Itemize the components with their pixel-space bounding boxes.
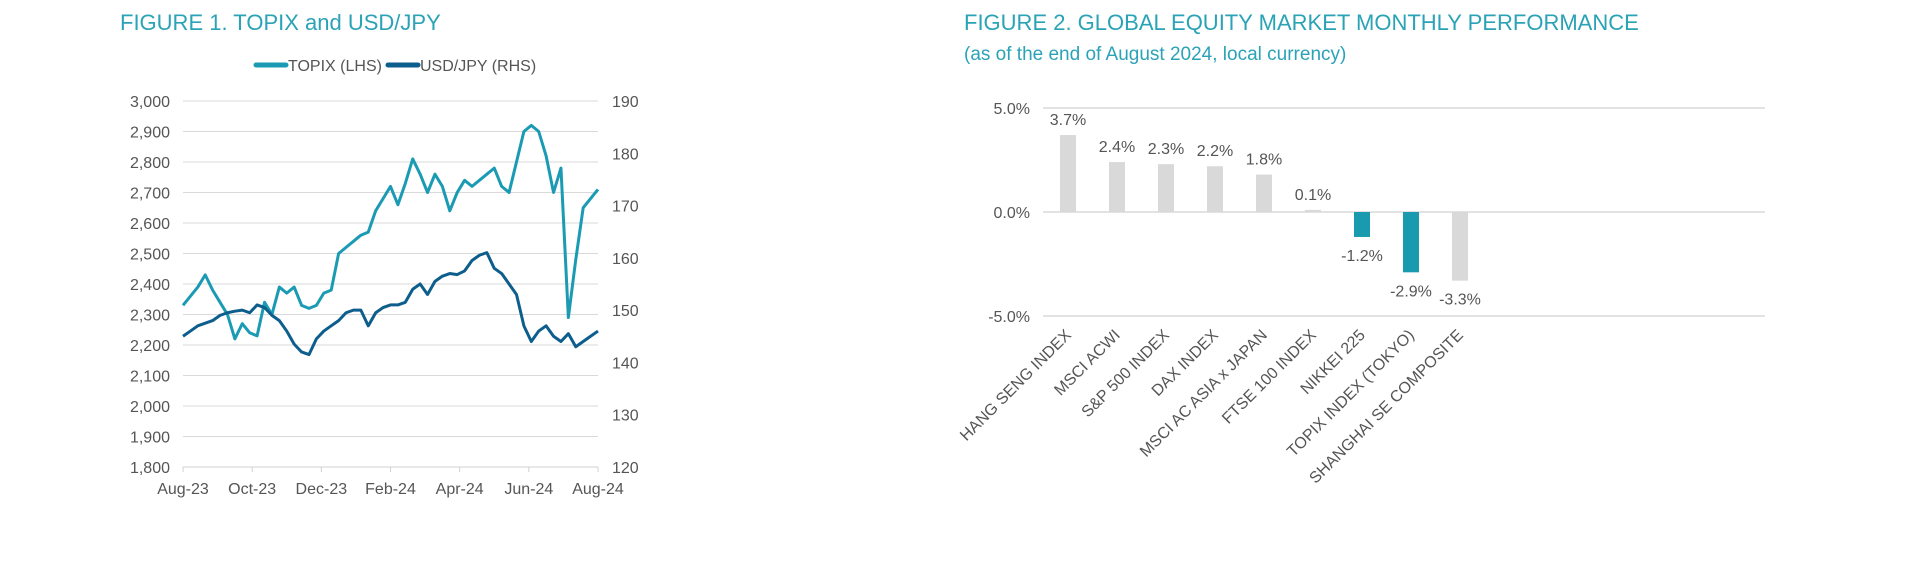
data-label: -2.9% bbox=[1390, 283, 1432, 300]
figure2-title: FIGURE 2. GLOBAL EQUITY MARKET MONTHLY P… bbox=[964, 10, 1639, 35]
x-axis-tick-label: Jun-24 bbox=[504, 481, 553, 498]
bar bbox=[1403, 212, 1419, 273]
right-axis-tick-label: 130 bbox=[612, 408, 639, 425]
right-axis-tick-label: 160 bbox=[612, 251, 639, 268]
left-axis-tick-label: 2,200 bbox=[130, 338, 170, 355]
bar bbox=[1354, 212, 1370, 237]
right-axis-tick-label: 120 bbox=[612, 460, 639, 477]
left-axis-tick-label: 2,100 bbox=[130, 369, 170, 386]
left-axis-tick-label: 2,800 bbox=[130, 155, 170, 172]
x-axis-tick-label: Apr-24 bbox=[436, 481, 484, 498]
right-axis-tick-label: 170 bbox=[612, 199, 639, 216]
bar bbox=[1452, 212, 1468, 281]
data-label: -1.2% bbox=[1341, 248, 1383, 265]
left-axis-tick-label: 3,000 bbox=[130, 94, 170, 111]
x-axis-tick-label: Aug-23 bbox=[157, 481, 209, 498]
x-axis-tick-label: Oct-23 bbox=[228, 481, 276, 498]
left-axis-tick-label: 1,800 bbox=[130, 460, 170, 477]
series-line-topix bbox=[181, 123, 600, 341]
left-axis-tick-label: 2,000 bbox=[130, 399, 170, 416]
left-axis-tick-label: 2,500 bbox=[130, 247, 170, 264]
left-axis-tick-label: 2,600 bbox=[130, 216, 170, 233]
data-label: -3.3% bbox=[1439, 292, 1481, 309]
right-axis-tick-label: 150 bbox=[612, 303, 639, 320]
left-axis-tick-label: 2,400 bbox=[130, 277, 170, 294]
x-axis-tick-label: Aug-24 bbox=[572, 481, 624, 498]
bar bbox=[1158, 164, 1174, 212]
right-axis-tick-label: 180 bbox=[612, 146, 639, 163]
y-axis-tick-label: 0.0% bbox=[994, 205, 1030, 222]
bar bbox=[1109, 162, 1125, 212]
left-axis-tick-label: 2,300 bbox=[130, 308, 170, 325]
bar bbox=[1060, 135, 1076, 212]
data-label: 1.8% bbox=[1246, 152, 1282, 169]
x-axis-tick-label: Feb-24 bbox=[365, 481, 416, 498]
figure2-subtitle: (as of the end of August 2024, local cur… bbox=[964, 44, 1347, 65]
data-label: 0.1% bbox=[1295, 187, 1331, 204]
data-label: 3.7% bbox=[1050, 112, 1086, 129]
left-axis-tick-label: 2,900 bbox=[130, 125, 170, 142]
data-label: 2.3% bbox=[1148, 141, 1184, 158]
category-label: FTSE 100 INDEX bbox=[1219, 327, 1320, 428]
y-axis-tick-label: 5.0% bbox=[994, 101, 1030, 118]
figure1-title: FIGURE 1. TOPIX and USD/JPY bbox=[120, 10, 441, 35]
category-label: S&P 500 INDEX bbox=[1079, 327, 1173, 421]
data-label: 2.4% bbox=[1099, 139, 1135, 156]
bar bbox=[1207, 166, 1223, 212]
bar bbox=[1256, 174, 1272, 212]
legend-label: TOPIX (LHS) bbox=[288, 58, 382, 75]
bar bbox=[1305, 209, 1321, 212]
x-axis-tick-label: Dec-23 bbox=[296, 481, 348, 498]
y-axis-tick-label: -5.0% bbox=[988, 309, 1030, 326]
right-axis-tick-label: 190 bbox=[612, 94, 639, 111]
right-axis-tick-label: 140 bbox=[612, 355, 639, 372]
left-axis-tick-label: 1,900 bbox=[130, 430, 170, 447]
left-axis-tick-label: 2,700 bbox=[130, 186, 170, 203]
series-line-usdjpy bbox=[182, 251, 599, 357]
data-label: 2.2% bbox=[1197, 143, 1233, 160]
legend-label: USD/JPY (RHS) bbox=[420, 58, 536, 75]
